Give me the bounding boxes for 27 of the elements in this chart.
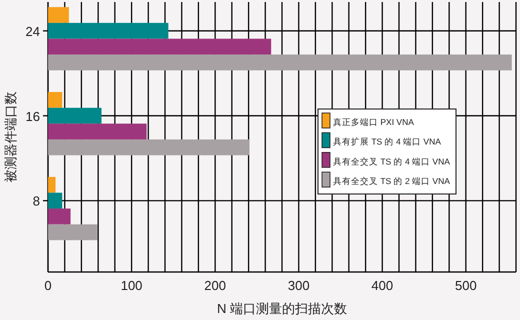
legend-label: 具有全交叉 TS 的 4 端口 VNA [333,156,450,166]
y-tick-label: 16 [26,108,40,124]
bar [48,224,98,240]
bar [48,22,168,39]
legend-label: 具有扩展 TS 的 4 端口 VNA [333,136,442,147]
y-tick-label: 24 [26,24,40,39]
x-tick-label: 500 [455,278,477,293]
y-tick-label: 8 [32,194,40,209]
legend-label: 真正多端口 PXI VNA [333,117,414,127]
x-tick-label: 300 [288,278,310,293]
legend-label: 具有全交叉 TS 的 2 端口 VNA [333,176,450,186]
bar [48,208,71,224]
x-tick-label: 0 [44,278,52,293]
bar [48,124,147,140]
x-tick-label: 400 [371,278,394,293]
bar [48,139,250,156]
x-axis-title: N 端口测量的扫描次数 [217,301,347,316]
bar [48,7,69,23]
x-tick-label: 200 [204,278,226,293]
bar [48,38,272,55]
bar [48,108,102,124]
bar [48,192,62,209]
bar [48,176,56,193]
bar [48,54,512,70]
bar [48,92,62,108]
y-axis-title: 被测器件端口数 [3,92,18,182]
x-tick-label: 100 [120,278,142,293]
